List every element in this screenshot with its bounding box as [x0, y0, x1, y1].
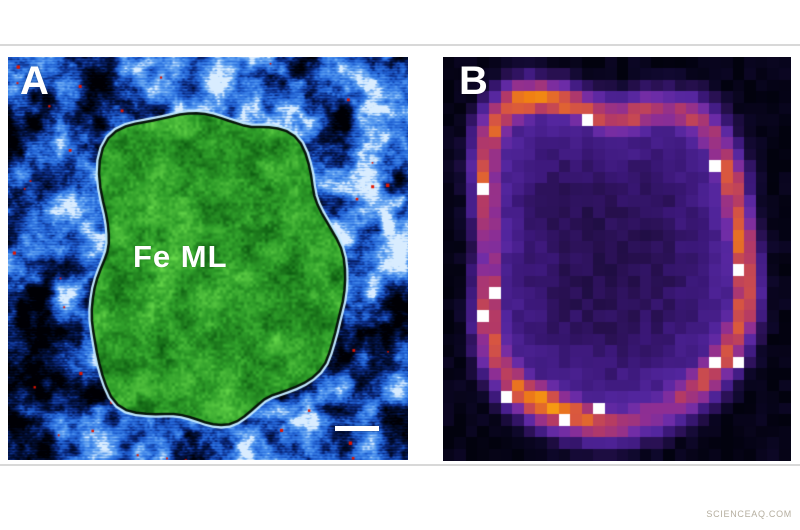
panel-a-label: A [20, 59, 49, 103]
island-annotation: Fe ML [133, 239, 228, 274]
panel-b-label: B [459, 59, 488, 103]
scale-bar [335, 426, 379, 431]
panel-a-canvas [8, 57, 408, 460]
panel-b-canvas [443, 57, 791, 461]
top-divider-line [0, 44, 800, 46]
watermark-text: SCIENCEAQ.COM [706, 509, 792, 519]
panel-a-stm-image: A Fe ML [8, 57, 408, 460]
panel-b-heatmap-image: B [443, 57, 791, 461]
bottom-divider-line [0, 464, 800, 466]
